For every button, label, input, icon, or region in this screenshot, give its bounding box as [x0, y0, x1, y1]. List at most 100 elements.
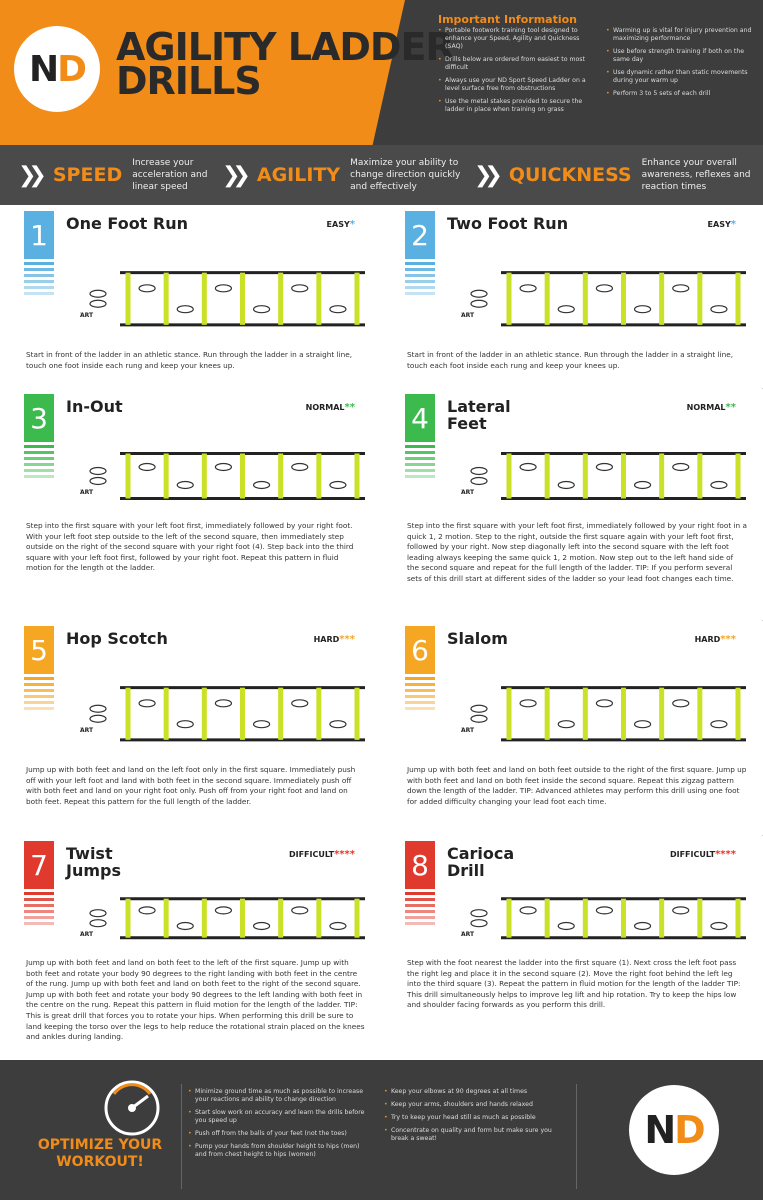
start-label: START: [80, 727, 94, 734]
footprint-icon: [519, 906, 537, 915]
ladder-rung: [354, 453, 360, 499]
ladder-rung: [278, 272, 284, 325]
drill-number-bar: 2: [405, 211, 435, 301]
numbar-stripe: [24, 262, 54, 265]
footprint-icon: [214, 699, 233, 708]
ladder-rung: [621, 687, 626, 740]
numbar-stripe: [405, 475, 435, 478]
page-title: AGILITY LADDER DRILLS: [116, 25, 455, 103]
drill-description: Jump up with both feet and land on both …: [407, 765, 747, 806]
footprint-icon: [214, 462, 233, 472]
footprint-icon: [89, 909, 107, 918]
ladder-rung: [697, 453, 703, 499]
drill-card: 3 In-Out NORMAL** START Step into the fi…: [0, 388, 381, 620]
ladder-diagram: START: [461, 452, 746, 500]
footprint-icon: [710, 720, 728, 729]
difficulty-stars: ***: [720, 634, 736, 645]
difficulty-label: HARD***: [313, 634, 355, 645]
numbar-stripe: [24, 274, 54, 277]
ladder-rung: [240, 898, 245, 938]
numbar-stripe: [405, 280, 435, 283]
start-label: START: [80, 931, 94, 938]
numbar-stripe: [405, 457, 435, 460]
footprint-icon: [89, 466, 107, 476]
footprint-icon: [138, 699, 156, 708]
drill-number-bar: 4: [405, 394, 435, 484]
footprint-icon: [633, 720, 652, 729]
start-label: START: [80, 312, 94, 319]
numbar-stripe: [405, 922, 435, 925]
ladder-rung: [582, 687, 588, 740]
ladder-rung: [163, 453, 169, 499]
drill-description: Jump up with both feet and land on both …: [26, 958, 365, 1042]
footprint-icon: [557, 720, 575, 729]
numbar-stripe: [24, 469, 54, 472]
start-label: START: [80, 489, 94, 496]
drill-number-bar: 7: [24, 841, 54, 931]
numbar-stripe: [24, 904, 54, 907]
ladder-rung: [354, 898, 360, 938]
ladder-rung: [506, 453, 512, 499]
info-item: Use dynamic rather than static movements…: [606, 69, 754, 85]
ladder-rung: [544, 898, 550, 938]
numbar-stripe: [405, 469, 435, 472]
footprint-icon: [710, 480, 728, 490]
footprint-icon: [519, 699, 537, 708]
footprint-icon: [633, 480, 652, 490]
footprint-icon: [672, 906, 690, 915]
ladder-rung: [354, 687, 360, 740]
ladder-diagram: START: [461, 271, 746, 327]
difficulty-stars: **: [725, 402, 736, 413]
ladder-diagram: START: [461, 897, 746, 940]
drill-description: Start in front of the ladder in an athle…: [26, 350, 353, 370]
ladder-diagram: START: [80, 452, 365, 500]
footprint-icon: [595, 699, 614, 708]
drill-description: Jump up with both feet and land on the l…: [26, 765, 356, 806]
ladder-rung: [697, 898, 703, 938]
footprint-icon: [89, 299, 107, 308]
footprint-icon: [633, 305, 652, 314]
footprint-icon: [519, 284, 537, 293]
footprint-icon: [519, 462, 537, 472]
footprint-icon: [470, 289, 488, 298]
difficulty-stars: **: [344, 402, 355, 413]
numbar-stripe: [24, 701, 54, 704]
tip-item: Pump your hands from shoulder height to …: [188, 1143, 368, 1159]
footprint-icon: [470, 919, 488, 928]
tips-right: Keep your elbows at 90 degrees at all ti…: [384, 1088, 564, 1148]
footprint-icon: [633, 921, 652, 931]
info-item: Use before strength training if both on …: [606, 48, 754, 64]
ladder-rung: [316, 453, 322, 499]
tip-item: Concentrate on quality and form but make…: [384, 1127, 564, 1143]
drill-description: Start in front of the ladder in an athle…: [407, 350, 734, 370]
numbar-stripe: [405, 463, 435, 466]
footprint-icon: [710, 305, 728, 314]
footprint-icon: [470, 476, 488, 486]
footprint-icon: [252, 305, 271, 314]
ladder-rung: [621, 453, 626, 499]
numbar-stripe: [405, 292, 435, 295]
drill-number: 3: [24, 394, 54, 442]
ladder-rung: [697, 272, 703, 325]
numbar-stripe: [24, 451, 54, 454]
footprint-icon: [176, 305, 194, 314]
footprint-icon: [470, 704, 488, 713]
ladder-rung: [621, 272, 626, 325]
footprint-icon: [291, 906, 309, 915]
ladder-rung: [697, 687, 703, 740]
ladder-diagram: START: [461, 686, 746, 742]
numbar-stripe: [405, 677, 435, 680]
numbar-stripe: [24, 683, 54, 686]
ladder-rung: [163, 898, 169, 938]
footprint-icon: [176, 720, 194, 729]
footer-divider: [576, 1084, 577, 1189]
numbar-stripe: [24, 892, 54, 895]
footprint-icon: [557, 921, 575, 931]
numbar-stripe: [405, 898, 435, 901]
footprint-icon: [329, 480, 347, 490]
difficulty-label: NORMAL**: [686, 402, 736, 413]
difficulty-stars: ****: [715, 849, 736, 860]
difficulty-stars: ***: [339, 634, 355, 645]
footprint-icon: [89, 476, 107, 486]
numbar-stripe: [405, 286, 435, 289]
